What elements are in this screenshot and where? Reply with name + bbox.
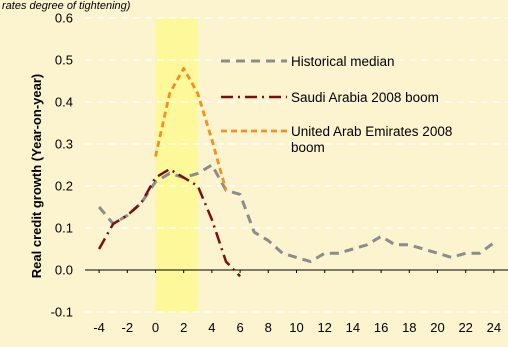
x-tick-label: 14 <box>346 320 360 335</box>
highlight-band <box>155 18 198 312</box>
legend-label: Historical median <box>291 54 395 69</box>
x-tick-label: 6 <box>236 320 243 335</box>
y-tick-label: 0.4 <box>55 95 73 110</box>
y-tick-label: 0.0 <box>55 263 73 278</box>
x-tick-label: -4 <box>93 320 105 335</box>
y-tick-label: -0.1 <box>51 305 73 320</box>
x-tick-label: 4 <box>208 320 215 335</box>
x-tick-label: 10 <box>289 320 303 335</box>
x-tick-label: 22 <box>458 320 472 335</box>
y-axis-title: Real credit growth (Year-on-year) <box>29 74 44 278</box>
x-tick-label: 24 <box>487 320 501 335</box>
y-tick-label: 0.2 <box>55 179 73 194</box>
y-tick-label: 0.5 <box>55 53 73 68</box>
legend-label: boom <box>291 140 325 155</box>
x-tick-label: 12 <box>317 320 331 335</box>
series-line-2 <box>98 167 242 278</box>
x-tick-label: -2 <box>122 320 134 335</box>
x-tick-label: 18 <box>402 320 416 335</box>
y-tick-label: 0.6 <box>55 11 73 26</box>
y-tick-label: 0.3 <box>55 137 73 152</box>
legend-label: United Arab Emirates 2008 <box>291 124 452 139</box>
header-note: rates degree of tightening) <box>2 0 131 12</box>
x-tick-label: 2 <box>180 320 187 335</box>
series-line-3 <box>154 67 228 191</box>
legend-label: Saudi Arabia 2008 boom <box>291 90 439 105</box>
series-line-1 <box>97 163 495 264</box>
y-tick-label: 0.1 <box>55 221 73 236</box>
x-tick-label: 20 <box>430 320 444 335</box>
x-tick-label: 8 <box>265 320 272 335</box>
x-tick-label: 16 <box>374 320 388 335</box>
x-tick-label: 0 <box>152 320 159 335</box>
